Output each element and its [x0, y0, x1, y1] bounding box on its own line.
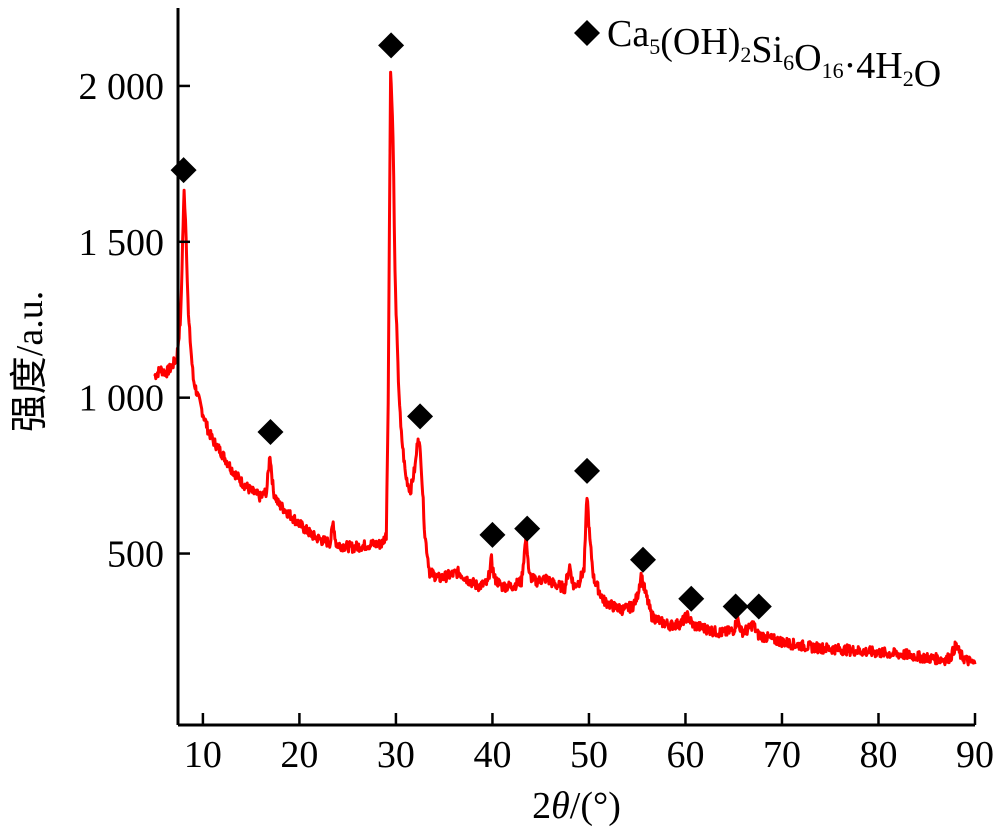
- curve-layer: [153, 70, 977, 667]
- legend-subscript: 2: [903, 66, 914, 91]
- peak-marker-layer: [170, 32, 772, 620]
- x-axis-title-theta: θ: [551, 785, 570, 827]
- y-tick-label: 2 000: [79, 66, 165, 108]
- x-ticks: 10 20 30 40 50 60 70 80 90: [184, 713, 994, 776]
- peak-diamond-marker: [574, 457, 601, 484]
- legend-text-part: O: [794, 37, 821, 79]
- legend-diamond-marker: [574, 20, 600, 46]
- peak-diamond-marker: [745, 593, 772, 620]
- x-tick-label: 20: [280, 734, 318, 776]
- y-ticks: 500 1 000 1 500 2 000: [79, 66, 190, 576]
- peak-diamond-marker: [170, 157, 197, 184]
- peak-diamond-marker: [678, 585, 705, 612]
- legend: Ca5(OH)2Si6O16·4H2O: [574, 13, 941, 95]
- x-axis-title-suffix: /(°): [570, 785, 621, 827]
- peak-diamond-marker: [630, 546, 656, 573]
- peak-diamond-marker: [378, 32, 405, 59]
- legend-text-part: ·4H: [844, 45, 903, 87]
- x-tick-label: 80: [859, 734, 897, 776]
- x-tick-label: 40: [473, 734, 511, 776]
- legend-text-part: Si: [751, 29, 783, 71]
- x-tick-label: 60: [666, 734, 704, 776]
- y-tick-label: 1 500: [79, 222, 165, 264]
- x-tick-label: 50: [570, 734, 608, 776]
- legend-subscript: 16: [822, 58, 844, 83]
- legend-text-part: (OH): [660, 21, 740, 63]
- legend-label: Ca5(OH)2Si6O16·4H2O: [607, 13, 941, 95]
- peak-diamond-marker: [407, 403, 434, 430]
- x-axis-title-prefix: 2: [532, 785, 551, 827]
- x-axis-title: 2θ/(°): [532, 785, 621, 827]
- peak-diamond-marker: [514, 515, 541, 542]
- xrd-series-line: [153, 70, 977, 667]
- y-axis-title: 强度/a.u.: [9, 291, 51, 432]
- legend-subscript: 5: [649, 34, 660, 59]
- x-tick-label: 30: [377, 734, 415, 776]
- x-tick-label: 90: [956, 734, 994, 776]
- legend-text-part: O: [914, 53, 941, 95]
- legend-subscript: 2: [740, 42, 751, 67]
- peak-diamond-marker: [479, 521, 506, 548]
- x-tick-label: 10: [184, 734, 222, 776]
- y-tick-label: 1 000: [79, 378, 165, 420]
- x-tick-label: 70: [763, 734, 801, 776]
- legend-text-part: Ca: [607, 13, 649, 55]
- peak-diamond-marker: [257, 418, 284, 445]
- peak-diamond-marker: [722, 593, 749, 620]
- legend-subscript: 6: [783, 50, 794, 75]
- y-tick-label: 500: [107, 534, 164, 576]
